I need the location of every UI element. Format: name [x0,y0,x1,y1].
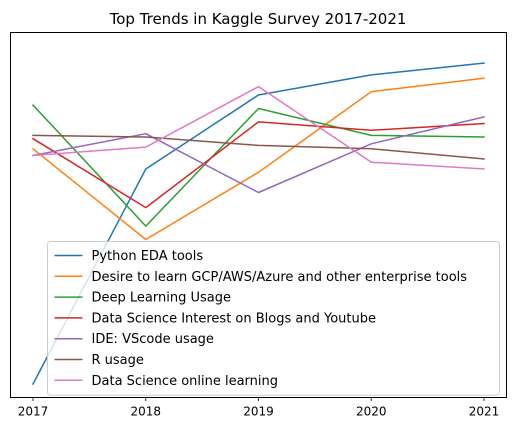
x-tick-label: 2017 [18,405,49,419]
x-axis: 2017 2018 2019 2020 2021 [18,397,500,419]
legend-label: Data Science Interest on Blogs and Youtu… [92,311,376,326]
series-line-6 [32,134,485,160]
series-line-5 [32,115,485,194]
series-lines [31,62,485,386]
x-tick-label: 2019 [243,405,274,419]
legend-label: Python EDA tools [92,249,204,264]
series-line-7 [32,85,485,170]
chart-title: Top Trends in Kaggle Survey 2017-2021 [109,10,407,28]
x-tick-label: 2020 [356,405,387,419]
legend-box [47,241,500,396]
legend-label: Deep Learning Usage [92,291,231,306]
x-tick-label: 2018 [130,405,161,419]
series-line-3 [31,104,485,227]
series-line-4 [31,121,485,209]
series-line-1 [31,62,485,386]
x-tick-label: 2021 [469,405,500,419]
legend: Python EDA tools Desire to learn GCP/AWS/… [47,241,500,396]
legend-label: IDE: VScode usage [92,332,214,347]
legend-label: Desire to learn GCP/AWS/Azure and other … [92,270,468,285]
legend-label: R usage [92,353,144,368]
legend-label: Data Science online learning [92,374,279,389]
series-line-2 [31,77,485,241]
